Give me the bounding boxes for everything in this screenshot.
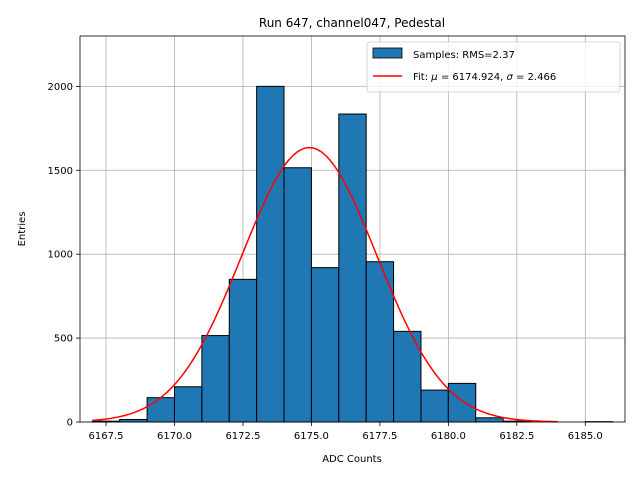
legend-fit-mu: μ <box>430 72 437 83</box>
x-tick-label: 6172.5 <box>225 431 260 442</box>
legend-fit-sigma: σ <box>506 72 513 83</box>
y-axis-label: Entries <box>17 212 28 247</box>
legend-fit-mid: = 6174.924, <box>438 72 507 83</box>
gaussian-fit-line <box>92 146 558 423</box>
histogram-bar <box>173 386 203 423</box>
x-axis: 6167.5 6170.0 6172.5 6175.0 6177.5 6180.0 6182… <box>89 422 603 442</box>
x-axis-label: ADC Counts <box>322 454 382 465</box>
y-tick-label: 1000 <box>48 250 73 261</box>
legend: Samples: RMS=2.37 Fit: μ = 6174.924, σ =… <box>366 41 621 93</box>
y-tick-label: 1500 <box>48 166 73 177</box>
chart-title: Run 647, channel047, Pedestal <box>259 16 445 30</box>
x-tick-label: 6170.0 <box>157 431 192 442</box>
x-tick-label: 6180.0 <box>431 431 466 442</box>
legend-box <box>366 41 621 93</box>
histogram-bar <box>447 382 477 423</box>
legend-fit-suffix: = 2.466 <box>513 72 556 83</box>
histogram-bar <box>338 113 367 423</box>
fit-curve-group <box>92 146 558 423</box>
legend-fit-label: Fit: μ = 6174.924, σ = 2.466 <box>413 72 556 83</box>
histogram-bar <box>393 330 422 423</box>
x-tick-label: 6185.0 <box>568 431 603 442</box>
histogram-bar <box>310 267 340 423</box>
histogram-bar <box>283 167 312 423</box>
histogram-bar <box>146 397 175 423</box>
histogram-bars <box>91 85 614 423</box>
legend-fit-prefix: Fit: <box>413 72 431 83</box>
plot-area-frame <box>79 35 626 423</box>
legend-samples-swatch <box>372 47 403 59</box>
histogram-bar <box>201 335 230 423</box>
legend-samples-label: Samples: RMS=2.37 <box>413 50 515 61</box>
y-tick-label: 2000 <box>48 82 73 93</box>
histogram-bar <box>228 278 258 423</box>
x-tick-label: 6167.5 <box>89 431 124 442</box>
y-tick-label: 500 <box>54 334 73 345</box>
y-axis: 0 500 1000 1500 2000 <box>48 82 80 429</box>
y-tick-label: 0 <box>67 418 73 429</box>
histogram-bar <box>420 389 449 423</box>
x-tick-label: 6177.5 <box>362 431 397 442</box>
histogram-bar <box>475 417 504 423</box>
x-tick-label: 6182.5 <box>499 431 534 442</box>
histogram-bar <box>256 85 285 423</box>
x-tick-label: 6175.0 <box>294 431 329 442</box>
